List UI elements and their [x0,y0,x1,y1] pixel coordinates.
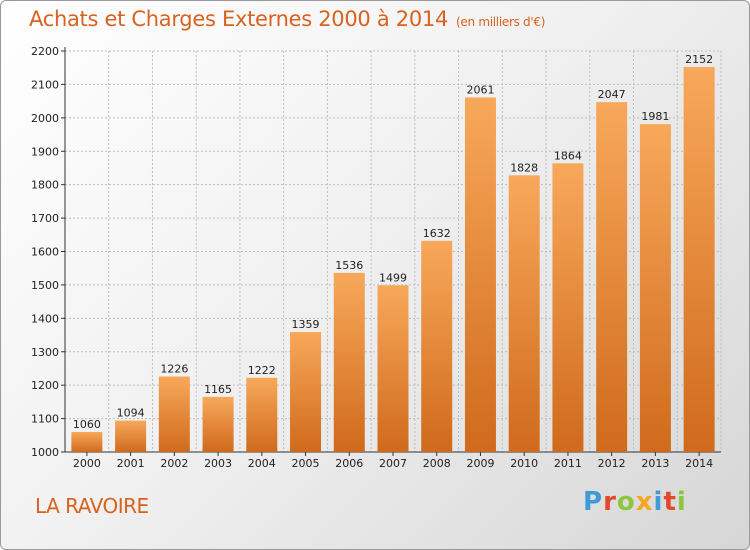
y-tick-label: 2200 [31,45,59,58]
data-label: 2061 [466,83,494,96]
x-tick-label: 2014 [685,457,713,470]
data-label: 1536 [335,259,363,272]
x-tick-label: 2004 [248,457,276,470]
x-tick-label: 2010 [510,457,538,470]
x-tick-label: 2006 [335,457,363,470]
logo-letter: r [603,487,617,517]
x-tick-label: 2005 [292,457,320,470]
data-label: 1981 [641,110,669,123]
place-name: LA RAVOIRE [35,494,149,518]
logo-letter: x [635,487,654,517]
proxiti-logo: Proxiti [583,487,687,517]
y-tick-label: 1600 [31,246,59,259]
y-tick-label: 1400 [31,312,59,325]
x-tick-label: 2007 [379,457,407,470]
bar [71,431,103,452]
logo-letter: P [583,487,604,517]
bar [596,102,628,452]
bar [333,272,365,452]
bar [290,332,322,452]
logo-letter: t [663,487,677,517]
data-label: 1359 [292,318,320,331]
bar [639,124,671,453]
bar [115,420,147,452]
x-tick-label: 2008 [423,457,451,470]
bar [202,396,234,452]
x-tick-label: 2003 [204,457,232,470]
logo-letter: i [653,487,664,517]
bar [464,97,496,453]
x-tick-label: 2000 [73,457,101,470]
chart-title-text: Achats et Charges Externes 2000 à 2014 [29,7,449,31]
data-label: 1222 [248,364,276,377]
bar [421,240,453,452]
y-tick-label: 2100 [31,78,59,91]
y-tick-label: 1700 [31,212,59,225]
data-labels: 1060 1094 1226 1165 1222 1359 1536 1499 1632 2061… [73,53,713,431]
y-tick-label: 1500 [31,279,59,292]
bar [683,67,715,452]
data-label: 1499 [379,271,407,284]
bar [552,163,584,452]
y-tick-label: 1800 [31,179,59,192]
x-tick-label: 2011 [554,457,582,470]
axes: 1000 1100 1200 1300 1400 1500 1600 1700 1800 1900… [31,45,721,470]
y-tick-label: 1300 [31,346,59,359]
logo-letter: o [616,487,636,517]
bar [246,377,278,452]
data-label: 2152 [685,53,713,66]
data-label: 1632 [423,227,451,240]
data-label: 1828 [510,161,538,174]
bar [377,285,409,452]
logo-letter: i [676,487,687,517]
data-label: 1165 [204,383,232,396]
x-tick-label: 2001 [117,457,145,470]
bar [508,175,540,452]
bars [71,67,715,453]
data-label: 2047 [598,88,626,101]
y-tick-label: 1900 [31,145,59,158]
x-tick-label: 2009 [466,457,494,470]
data-label: 1094 [117,407,145,420]
y-tick-label: 1200 [31,379,59,392]
x-tick-label: 2002 [160,457,188,470]
data-label: 1060 [73,418,101,431]
y-tick-label: 2000 [31,112,59,125]
data-label: 1864 [554,149,582,162]
chart-unit: (en milliers d'€) [456,15,546,29]
x-tick-label: 2012 [598,457,626,470]
chart-title: Achats et Charges Externes 2000 à 2014 (e… [29,7,545,31]
x-tick-label: 2013 [641,457,669,470]
y-tick-label: 1000 [31,446,59,459]
data-label: 1226 [160,362,188,375]
y-tick-label: 1100 [31,413,59,426]
bar [158,376,190,452]
